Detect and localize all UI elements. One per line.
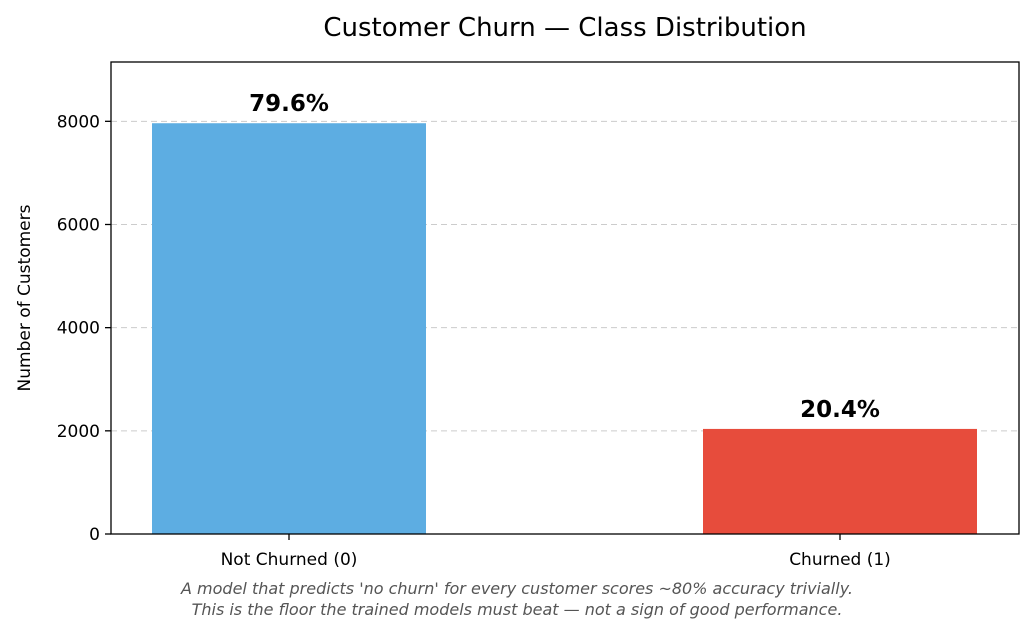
- y-tick-label: 6000: [57, 215, 100, 235]
- x-tick-label: Not Churned (0): [221, 550, 358, 570]
- chart-title: Customer Churn — Class Distribution: [323, 13, 806, 43]
- bars: [152, 123, 977, 534]
- plot-frame: [110, 61, 1020, 535]
- y-tick-label: 8000: [57, 112, 100, 132]
- y-tick-label: 0: [89, 525, 100, 545]
- caption-line-2: This is the floor the trained models mus…: [192, 600, 843, 619]
- data-labels: 79.6% 20.4%: [249, 91, 880, 423]
- bar-churned: [703, 428, 977, 534]
- bar-data-label: 79.6%: [249, 91, 329, 117]
- x-axis-ticks: Not Churned (0) Churned (1): [221, 534, 891, 570]
- caption-line-1: A model that predicts 'no churn' for eve…: [180, 579, 853, 598]
- y-tick-label: 4000: [57, 319, 100, 339]
- bar-not-churned: [152, 123, 426, 534]
- y-tick-label: 2000: [57, 422, 100, 442]
- bar-data-label: 20.4%: [800, 397, 880, 423]
- y-axis-label: Number of Customers: [15, 204, 35, 391]
- y-axis-ticks: 0 2000 4000 6000 8000: [57, 112, 111, 545]
- x-tick-label: Churned (1): [789, 550, 891, 570]
